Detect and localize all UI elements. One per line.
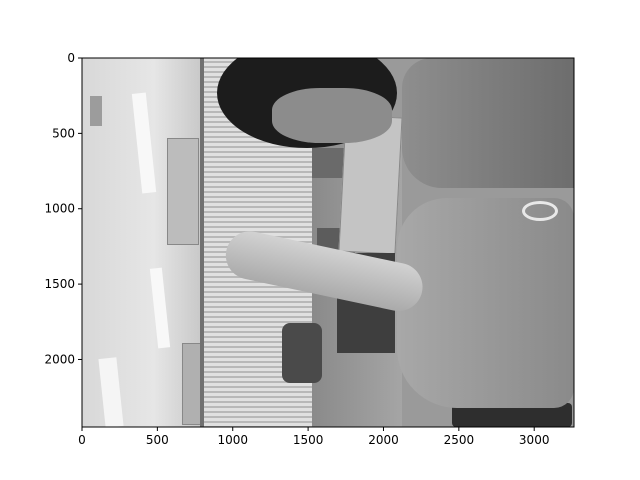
x-tick-label: 500 [146,433,169,447]
x-tick-label: 2500 [444,433,475,447]
y-tick-label: 1000 [44,202,75,216]
air-conditioner [167,138,199,245]
axes-frame [81,57,575,428]
x-axis: 0 500 1000 1500 2000 2500 3000 [78,427,549,447]
hand-palm [397,198,574,408]
y-tick-label: 0 [67,51,75,65]
x-tick-label: 2000 [368,433,399,447]
person-arm [402,58,574,188]
seated-person [282,323,322,383]
image-display [82,58,574,427]
y-tick-label: 500 [52,126,75,140]
y-tick-label: 2000 [44,352,75,366]
wall-fixture [90,96,102,126]
y-axis: 0 500 1000 1500 2000 [44,51,82,366]
ring [522,201,558,221]
x-tick-label: 1500 [293,433,324,447]
y-tick-label: 1500 [44,277,75,291]
window-frame [200,58,204,427]
x-tick-label: 0 [78,433,86,447]
x-tick-label: 3000 [519,433,550,447]
x-tick-label: 1000 [217,433,248,447]
person-face [272,88,392,143]
